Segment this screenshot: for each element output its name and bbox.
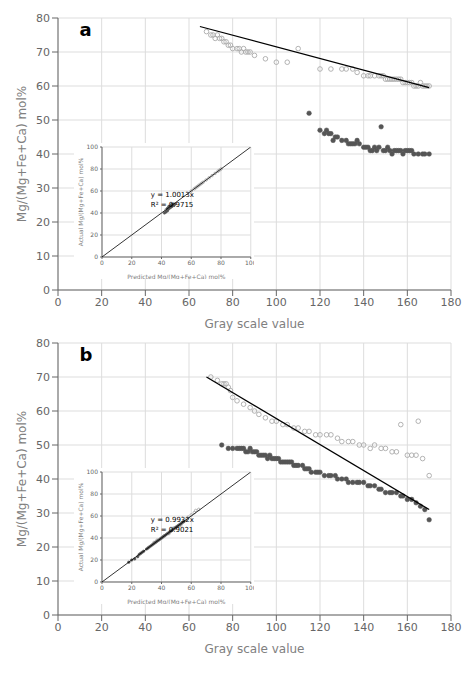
svg-text:80: 80 (217, 584, 225, 591)
svg-text:10: 10 (36, 250, 50, 263)
svg-text:50: 50 (36, 439, 50, 452)
html-text:b: b (79, 344, 93, 365)
svg-text:40: 40 (157, 259, 165, 266)
svg-text:80: 80 (217, 259, 225, 266)
svg-text:40: 40 (36, 473, 50, 486)
svg-text:20: 20 (36, 216, 50, 229)
svg-text:180: 180 (441, 621, 462, 634)
svg-text:140: 140 (353, 621, 374, 634)
svg-text:Actual Mg/(Mg+Fe+Ca) mol%: Actual Mg/(Mg+Fe+Ca) mol% (77, 157, 85, 246)
svg-text:120: 120 (310, 621, 331, 634)
svg-text:60: 60 (90, 512, 98, 519)
svg-text:Gray scale value: Gray scale value (204, 317, 304, 331)
svg-text:120: 120 (310, 296, 331, 309)
svg-text:Predicted Mg/(Mg+Fe+Ca) mol%: Predicted Mg/(Mg+Fe+Ca) mol% (127, 273, 225, 279)
svg-text:70: 70 (36, 371, 50, 384)
svg-text:80: 80 (90, 490, 98, 497)
svg-text:60: 60 (187, 584, 195, 591)
svg-text:160: 160 (397, 296, 418, 309)
svg-text:60: 60 (182, 621, 196, 634)
svg-text:0: 0 (43, 284, 50, 297)
svg-text:20: 20 (90, 231, 98, 238)
svg-text:20: 20 (128, 584, 136, 591)
svg-text:180: 180 (441, 296, 462, 309)
svg-text:0: 0 (100, 584, 104, 591)
html-text:y = 0.9932x: y = 0.9932x (150, 515, 194, 524)
svg-text:Mg/(Mg+Fe+Ca) mol%: Mg/(Mg+Fe+Ca) mol% (15, 411, 29, 547)
svg-text:40: 40 (90, 209, 98, 216)
svg-text:40: 40 (36, 148, 50, 161)
svg-text:100: 100 (266, 296, 287, 309)
svg-text:80: 80 (226, 296, 240, 309)
svg-text:0: 0 (100, 259, 104, 266)
svg-text:160: 160 (397, 621, 418, 634)
svg-text:100: 100 (245, 259, 255, 266)
svg-text:Gray scale value: Gray scale value (204, 642, 304, 656)
svg-text:30: 30 (36, 182, 50, 195)
svg-text:80: 80 (36, 12, 50, 25)
svg-text:20: 20 (36, 541, 50, 554)
svg-text:60: 60 (90, 187, 98, 194)
svg-text:60: 60 (182, 296, 196, 309)
svg-text:20: 20 (90, 556, 98, 563)
html-text:a: a (79, 19, 92, 40)
svg-text:100: 100 (86, 468, 98, 475)
svg-text:100: 100 (266, 621, 287, 634)
svg-text:10: 10 (36, 575, 50, 588)
svg-text:40: 40 (138, 296, 152, 309)
svg-text:20: 20 (95, 296, 109, 309)
svg-text:0: 0 (43, 609, 50, 622)
svg-text:100: 100 (245, 584, 255, 591)
svg-text:40: 40 (90, 534, 98, 541)
svg-text:80: 80 (226, 621, 240, 634)
svg-text:60: 60 (187, 259, 195, 266)
svg-text:100: 100 (86, 143, 98, 150)
svg-text:140: 140 (353, 296, 374, 309)
svg-text:60: 60 (36, 80, 50, 93)
svg-text:Mg/(Mg+Fe+Ca) mol%: Mg/(Mg+Fe+Ca) mol% (15, 86, 29, 222)
html-text:R² = 0.9715: R² = 0.9715 (150, 200, 194, 209)
html-text:y = 1.0013x: y = 1.0013x (150, 190, 194, 199)
svg-text:0: 0 (55, 296, 62, 309)
svg-text:0: 0 (55, 621, 62, 634)
svg-text:50: 50 (36, 114, 50, 127)
svg-text:80: 80 (90, 165, 98, 172)
svg-text:0: 0 (94, 578, 98, 585)
svg-text:70: 70 (36, 46, 50, 59)
svg-text:Predicted Mg/(Mg+Fe+Ca) mol%: Predicted Mg/(Mg+Fe+Ca) mol% (127, 598, 225, 604)
svg-text:40: 40 (138, 621, 152, 634)
svg-text:60: 60 (36, 405, 50, 418)
svg-text:80: 80 (36, 337, 50, 350)
svg-text:20: 20 (128, 259, 136, 266)
html-text:R² = 0.9021: R² = 0.9021 (150, 525, 194, 534)
svg-text:20: 20 (95, 621, 109, 634)
svg-text:30: 30 (36, 507, 50, 520)
svg-text:Actual Mg/(Mg+Fe+Ca) mol%: Actual Mg/(Mg+Fe+Ca) mol% (77, 482, 85, 571)
svg-text:40: 40 (157, 584, 165, 591)
svg-text:0: 0 (94, 253, 98, 260)
